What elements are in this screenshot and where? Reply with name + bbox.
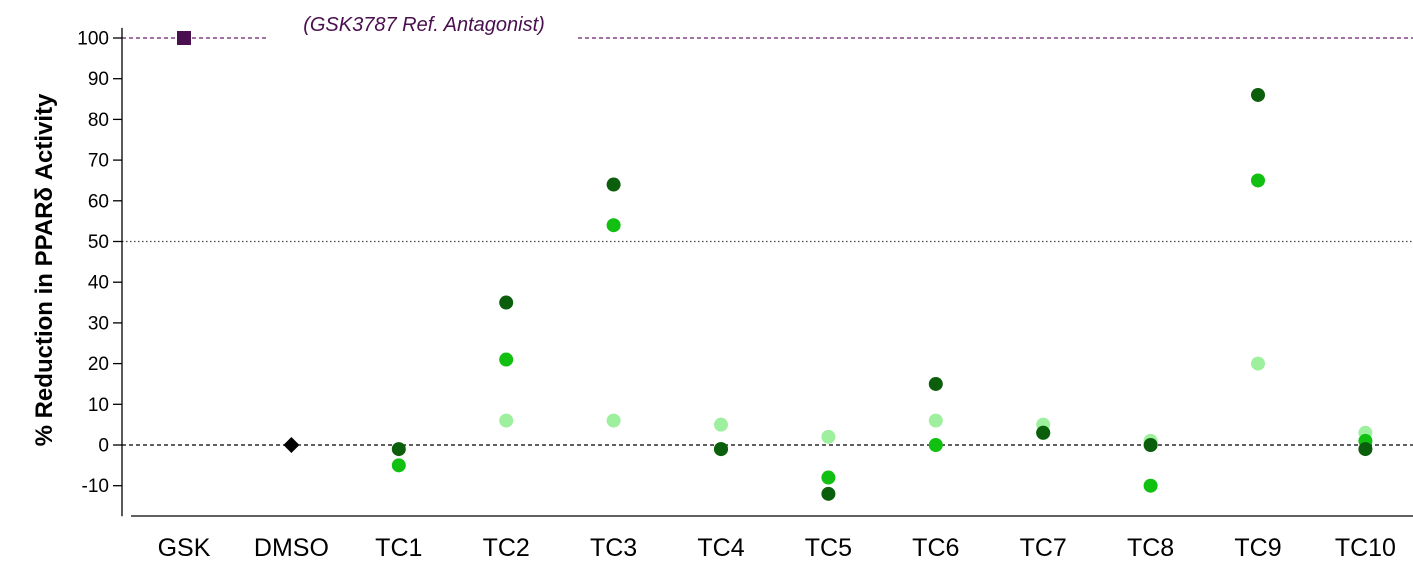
- y-tick-label: 100: [77, 29, 109, 50]
- y-tick-label: 10: [88, 395, 109, 416]
- y-tick-label: 60: [88, 191, 109, 212]
- data-point: [928, 376, 943, 391]
- control-point-dmso: [283, 437, 300, 453]
- data-point: [821, 429, 836, 444]
- data-point: [606, 177, 621, 192]
- x-category-label: TC9: [1234, 534, 1281, 561]
- data-point: [821, 470, 836, 485]
- reference-line-label: (GSK3787 Ref. Antagonist): [303, 14, 545, 36]
- x-category-label: TC8: [1127, 534, 1174, 561]
- data-point: [1251, 87, 1265, 102]
- x-category-label: TC6: [912, 534, 959, 561]
- data-point: [1036, 425, 1051, 440]
- data-point: [1251, 173, 1265, 188]
- y-tick-label: 80: [88, 110, 109, 131]
- data-point: [606, 218, 621, 233]
- data-point: [1143, 478, 1158, 493]
- y-tick-label: 20: [88, 354, 109, 375]
- x-category-label: TC1: [375, 534, 422, 561]
- data-point: [1143, 438, 1158, 452]
- data-point: [391, 442, 406, 457]
- y-tick-label: 30: [88, 313, 109, 334]
- y-tick-label: 50: [88, 232, 109, 253]
- data-point: [499, 352, 514, 367]
- x-category-label: TC7: [1020, 534, 1067, 561]
- y-tick-label: 40: [88, 273, 109, 294]
- y-tick-label: 70: [88, 151, 109, 172]
- x-category-label: TC2: [483, 534, 530, 561]
- x-category-label: TC3: [590, 534, 637, 561]
- data-point: [1358, 442, 1373, 457]
- control-point-gsk: [177, 31, 191, 45]
- x-category-label: TC10: [1335, 534, 1396, 561]
- y-tick-label: 90: [88, 69, 109, 90]
- data-point: [928, 413, 943, 428]
- data-point: [499, 413, 514, 428]
- data-point: [606, 413, 621, 428]
- y-axis-label: % Reduction in PPARδ Activity: [31, 93, 58, 446]
- data-point: [821, 486, 836, 501]
- x-category-label: TC4: [697, 534, 744, 561]
- data-point: [928, 438, 943, 452]
- data-point: [714, 442, 728, 457]
- y-tick-label: 0: [98, 436, 109, 457]
- data-point: [714, 417, 728, 432]
- data-point: [1251, 356, 1265, 371]
- x-category-label: TC5: [805, 534, 852, 561]
- data-point: [499, 295, 514, 310]
- y-tick-label: -10: [82, 476, 109, 497]
- x-category-label: DMSO: [254, 534, 329, 561]
- x-category-label: GSK: [158, 534, 211, 561]
- data-point: [391, 458, 406, 473]
